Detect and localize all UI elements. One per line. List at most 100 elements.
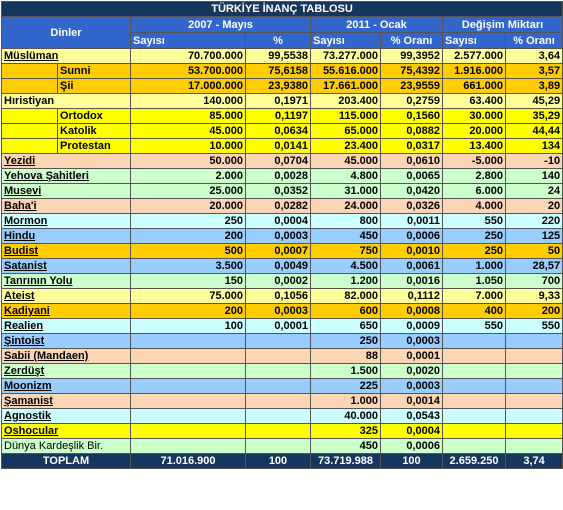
- data-row: Şamanist 1.000 0,0014: [1, 393, 563, 409]
- header-row: Dinler 2007 - Mayıs 2011 - Ocak Değişim …: [1, 16, 563, 49]
- value-cell: 140.000: [130, 93, 246, 109]
- religion-link[interactable]: Agnostik: [4, 410, 52, 422]
- religion-name: Tanrının Yolu: [1, 273, 131, 289]
- religion-link[interactable]: Realien: [4, 320, 44, 332]
- religion-name: Kadiyani: [1, 303, 131, 319]
- value-cell: 500: [130, 243, 246, 259]
- religion-name: Budist: [1, 243, 131, 259]
- religion-link[interactable]: Yezidi: [4, 155, 36, 167]
- belief-table: TÜRKİYE İNANÇ TABLOSU Dinler 2007 - Mayı…: [0, 1, 563, 469]
- table-body: TÜRKİYE İNANÇ TABLOSU Dinler 2007 - Mayı…: [0, 1, 563, 469]
- religion-link[interactable]: Müslüman: [4, 50, 59, 62]
- value-cell: 250: [442, 228, 506, 244]
- value-cell: 10.000: [130, 138, 246, 154]
- value-cell: 0,0061: [380, 258, 443, 274]
- value-cell: 45.000: [310, 153, 381, 169]
- religion-link[interactable]: Yehova Şahitleri: [4, 170, 89, 182]
- religion-link[interactable]: Tanrının Yolu: [4, 275, 73, 287]
- data-row: Protestan 10.000 0,0141 23.400 0,0317 13.400 1…: [1, 138, 563, 154]
- value-cell: 53.700.000: [130, 63, 246, 79]
- value-cell: 0,0003: [245, 228, 311, 244]
- value-cell: [442, 408, 506, 424]
- value-cell: 115.000: [310, 108, 381, 124]
- data-row: Oshocular 325 0,0004: [1, 423, 563, 439]
- value-cell: 0,0882: [380, 123, 443, 139]
- value-cell: 134: [504, 138, 563, 154]
- religion-link[interactable]: Sabii (Mandaen): [4, 350, 89, 362]
- value-cell: 0,0003: [380, 333, 443, 349]
- value-cell: [245, 408, 311, 424]
- religion-link[interactable]: Mormon: [4, 215, 48, 227]
- religion-name: Katolik: [57, 123, 131, 139]
- value-cell: [504, 408, 563, 424]
- data-row: Sabii (Mandaen) 88 0,0001: [1, 348, 563, 364]
- value-cell: 0,1560: [380, 108, 443, 124]
- value-cell: 13.400: [442, 138, 506, 154]
- data-row: Ortodox 85.000 0,1197 115.000 0,1560 30.000 35…: [1, 108, 563, 124]
- value-cell: 20.000: [442, 123, 506, 139]
- data-row: Sunni 53.700.000 75,6158 55.616.000 75,4392 1…: [1, 63, 563, 79]
- religion-link[interactable]: Musevi: [4, 185, 42, 197]
- religion-name: Protestan: [57, 138, 131, 154]
- value-cell: 85.000: [130, 108, 246, 124]
- value-cell: 0,0420: [380, 183, 443, 199]
- religion-link[interactable]: Şamanist: [4, 395, 53, 407]
- religion-link[interactable]: Budist: [4, 245, 39, 257]
- data-row: Yehova Şahitleri 2.000 0,0028 4.800 0,0065 2.…: [1, 168, 563, 184]
- religion-link[interactable]: Ateist: [4, 290, 35, 302]
- indent-cell: [1, 138, 58, 154]
- religion-link[interactable]: Kadiyani: [4, 305, 50, 317]
- religion-link[interactable]: Oshocular: [4, 425, 59, 437]
- value-cell: [130, 378, 246, 394]
- value-cell: [442, 348, 506, 364]
- religion-link[interactable]: Şintoist: [4, 335, 45, 347]
- value-cell: 450: [310, 228, 381, 244]
- value-cell: 750: [310, 243, 381, 259]
- value-cell: 31.000: [310, 183, 381, 199]
- value-cell: 17.000.000: [130, 78, 246, 94]
- value-cell: 0,0065: [380, 168, 443, 184]
- value-cell: [442, 378, 506, 394]
- column-header: Sayısı: [442, 32, 506, 49]
- data-row: Şintoist 250 0,0003: [1, 333, 563, 349]
- group-header: 2011 - Ocak: [310, 16, 443, 33]
- value-cell: 24: [504, 183, 563, 199]
- religion-name: Şamanist: [1, 393, 131, 409]
- value-cell: 250: [442, 243, 506, 259]
- value-cell: 0,0008: [380, 303, 443, 319]
- value-cell: 3.500: [130, 258, 246, 274]
- data-row: Baha'i 20.000 0,0282 24.000 0,0326 4.000 20: [1, 198, 563, 214]
- religion-link[interactable]: Moonizm: [4, 380, 52, 392]
- value-cell: 450: [310, 438, 381, 454]
- value-cell: 0,0610: [380, 153, 443, 169]
- value-cell: 82.000: [310, 288, 381, 304]
- value-cell: 7.000: [442, 288, 506, 304]
- religion-name: Agnostik: [1, 408, 131, 424]
- data-row: Budist 500 0,0007 750 0,0010 250 50: [1, 243, 563, 259]
- value-cell: 35,29: [504, 108, 563, 124]
- value-cell: 50.000: [130, 153, 246, 169]
- value-cell: 250: [130, 213, 246, 229]
- data-row: Satanist 3.500 0,0049 4.500 0,0061 1.000 28,57: [1, 258, 563, 274]
- religion-name: Baha'i: [1, 198, 131, 214]
- value-cell: 200: [130, 303, 246, 319]
- religion-link[interactable]: Hindu: [4, 230, 36, 242]
- value-cell: 800: [310, 213, 381, 229]
- column-header: Sayısı: [130, 32, 246, 49]
- value-cell: 45.000: [130, 123, 246, 139]
- religion-link[interactable]: Baha'i: [4, 200, 37, 212]
- value-cell: 45,29: [504, 93, 563, 109]
- value-cell: 2.000: [130, 168, 246, 184]
- value-cell: [442, 393, 506, 409]
- data-row: Agnostik 40.000 0,0543: [1, 408, 563, 424]
- value-cell: 0,0352: [245, 183, 311, 199]
- total-value: 2.659.250: [442, 453, 506, 469]
- value-cell: 25.000: [130, 183, 246, 199]
- value-cell: 3,64: [504, 48, 563, 64]
- value-cell: [130, 438, 246, 454]
- religion-link[interactable]: Zerdüşt: [4, 365, 45, 377]
- value-cell: 50: [504, 243, 563, 259]
- value-cell: [504, 378, 563, 394]
- religion-link[interactable]: Satanist: [4, 260, 47, 272]
- value-cell: 203.400: [310, 93, 381, 109]
